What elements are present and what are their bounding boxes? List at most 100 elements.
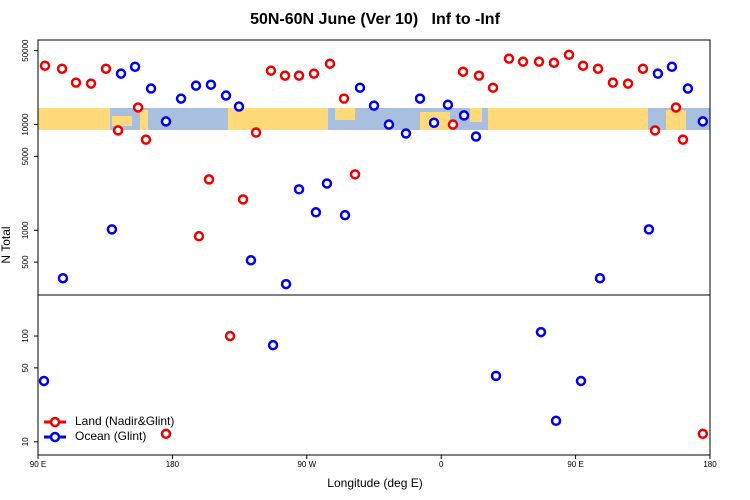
point bbox=[160, 116, 172, 127]
legend-label: Ocean (Glint) bbox=[75, 429, 146, 443]
point bbox=[190, 80, 202, 91]
point bbox=[321, 178, 333, 189]
point bbox=[575, 375, 587, 387]
point bbox=[577, 60, 589, 71]
point bbox=[160, 428, 172, 440]
point bbox=[265, 65, 277, 76]
point bbox=[57, 272, 69, 284]
point bbox=[38, 375, 50, 387]
point bbox=[280, 278, 292, 290]
point bbox=[490, 370, 502, 382]
point bbox=[250, 127, 262, 138]
point bbox=[666, 61, 678, 72]
point bbox=[535, 326, 547, 338]
point bbox=[400, 128, 412, 139]
point bbox=[115, 68, 127, 79]
y-tick-label: 500 bbox=[21, 255, 30, 269]
y-tick-label: 100 bbox=[21, 329, 30, 343]
map-land bbox=[335, 108, 355, 120]
point bbox=[85, 78, 97, 89]
point bbox=[592, 63, 604, 74]
point bbox=[203, 174, 215, 185]
y-tick-label: 10 bbox=[21, 437, 30, 446]
x-tick-label: 90 W bbox=[297, 460, 316, 469]
x-tick-label: 180 bbox=[703, 460, 717, 469]
point bbox=[310, 207, 322, 218]
point bbox=[563, 49, 575, 60]
point bbox=[458, 110, 470, 121]
point bbox=[383, 119, 395, 130]
legend-marker bbox=[49, 431, 61, 443]
point bbox=[649, 125, 661, 136]
y-tick-label: 5000 bbox=[21, 147, 30, 165]
point bbox=[132, 102, 144, 113]
point bbox=[503, 53, 515, 64]
point bbox=[349, 169, 361, 180]
point bbox=[112, 125, 124, 136]
point bbox=[697, 116, 709, 127]
x-tick-label: 90 E bbox=[30, 460, 46, 469]
point bbox=[442, 99, 454, 110]
point bbox=[487, 82, 499, 93]
point bbox=[428, 117, 440, 128]
plot-frame bbox=[37, 39, 711, 456]
point bbox=[205, 79, 217, 90]
x-tick-label: 90 E bbox=[567, 460, 583, 469]
point bbox=[56, 63, 68, 74]
point bbox=[470, 131, 482, 142]
point bbox=[106, 224, 118, 235]
point bbox=[237, 194, 249, 205]
point bbox=[224, 330, 236, 342]
point bbox=[140, 134, 152, 145]
point bbox=[473, 70, 485, 81]
point bbox=[338, 93, 350, 104]
y-tick-label: 50000 bbox=[21, 39, 30, 62]
point bbox=[100, 63, 112, 74]
point bbox=[193, 230, 205, 242]
point bbox=[643, 224, 655, 235]
point bbox=[368, 100, 380, 111]
point bbox=[324, 58, 336, 69]
point bbox=[293, 184, 305, 195]
point bbox=[245, 254, 257, 266]
point bbox=[70, 77, 82, 88]
point bbox=[279, 70, 291, 81]
chart-title: 50N-60N June (Ver 10) Inf to -Inf bbox=[250, 11, 501, 28]
point bbox=[637, 63, 649, 74]
point bbox=[145, 83, 157, 94]
map-land bbox=[470, 108, 482, 122]
point bbox=[233, 101, 245, 112]
y-axis-label: N Total bbox=[0, 226, 13, 263]
point bbox=[447, 119, 459, 130]
point bbox=[457, 66, 469, 77]
point bbox=[550, 415, 562, 427]
point bbox=[607, 77, 619, 88]
point bbox=[267, 339, 279, 351]
point bbox=[293, 70, 305, 81]
point bbox=[414, 93, 426, 104]
x-axis-label: Longitude (deg E) bbox=[327, 476, 422, 490]
point bbox=[622, 78, 634, 89]
point bbox=[682, 83, 694, 94]
point bbox=[175, 93, 187, 104]
point bbox=[533, 56, 545, 67]
point bbox=[677, 134, 689, 145]
map-land bbox=[666, 110, 686, 130]
point bbox=[129, 61, 141, 72]
point bbox=[220, 90, 232, 101]
y-tick-label: 1000 bbox=[21, 221, 30, 239]
y-tick-label: 10000 bbox=[21, 113, 30, 136]
map-land bbox=[38, 108, 110, 130]
point bbox=[517, 56, 529, 67]
point bbox=[308, 68, 320, 79]
point bbox=[697, 428, 709, 440]
map-land bbox=[112, 116, 132, 126]
point bbox=[594, 272, 606, 284]
map-land bbox=[140, 110, 148, 130]
point bbox=[339, 209, 351, 221]
map-land bbox=[228, 108, 328, 130]
legend-marker bbox=[49, 416, 61, 428]
x-tick-label: 180 bbox=[166, 460, 180, 469]
map-land bbox=[488, 108, 648, 130]
